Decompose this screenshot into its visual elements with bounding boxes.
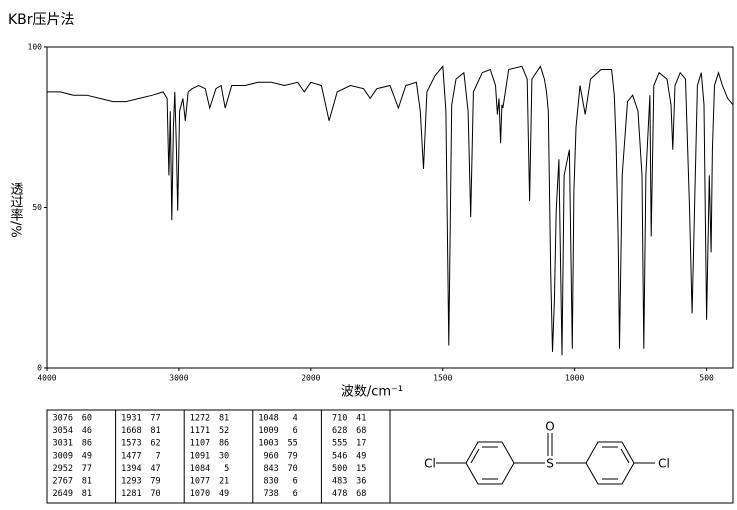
peak-wavenumber: 483: [332, 477, 347, 487]
bond: [620, 448, 630, 464]
peak-wavenumber: 3054: [53, 426, 73, 436]
peak-wavenumber: 1668: [121, 426, 141, 436]
bond: [470, 448, 480, 464]
y-tick-label: 50: [32, 203, 42, 212]
peak-wavenumber: 1107: [190, 439, 210, 449]
peak-wavenumber: 1477: [121, 451, 141, 461]
peak-transmittance: 49: [82, 451, 92, 461]
peak-transmittance: 4: [293, 414, 298, 424]
peak-wavenumber: 1084: [190, 464, 210, 474]
peak-transmittance: 70: [288, 464, 298, 474]
peak-wavenumber: 3076: [53, 414, 73, 424]
peak-transmittance: 81: [82, 489, 92, 499]
peak-transmittance: 47: [150, 464, 160, 474]
peak-transmittance: 7: [155, 451, 160, 461]
peak-wavenumber: 3031: [53, 439, 73, 449]
x-tick-label: 4000: [37, 374, 56, 383]
peak-wavenumber: 738: [263, 489, 278, 499]
peak-wavenumber: 843: [263, 464, 278, 474]
peak-transmittance: 6: [293, 477, 298, 487]
x-tick-label: 1000: [565, 374, 584, 383]
peak-wavenumber: 478: [332, 489, 347, 499]
x-tick-label: 2000: [301, 374, 320, 383]
x-tick-label: 1500: [433, 374, 452, 383]
peak-transmittance: 17: [356, 439, 366, 449]
peak-transmittance: 68: [356, 426, 366, 436]
peak-transmittance: 86: [219, 439, 229, 449]
peak-wavenumber: 1009: [258, 426, 278, 436]
x-tick-label: 3000: [169, 374, 188, 383]
structure: [436, 433, 655, 485]
atom-label: S: [546, 457, 554, 471]
chart-title: KBr压片法: [8, 12, 75, 28]
benzene-ring: [585, 441, 635, 485]
peak-transmittance: 62: [150, 439, 160, 449]
atom-label: Cl: [658, 457, 670, 471]
peak-wavenumber: 1394: [121, 464, 141, 474]
peak-transmittance: 15: [356, 464, 366, 474]
peak-wavenumber: 710: [332, 414, 347, 424]
peak-wavenumber: 3009: [53, 451, 73, 461]
peak-wavenumber: 1272: [190, 414, 210, 424]
peak-wavenumber: 1077: [190, 477, 210, 487]
peak-wavenumber: 2649: [53, 489, 73, 499]
peak-wavenumber: 1003: [258, 439, 278, 449]
y-tick-label: 100: [28, 43, 43, 52]
peak-transmittance: 70: [150, 489, 160, 499]
peak-wavenumber: 500: [332, 464, 347, 474]
peak-transmittance: 68: [356, 489, 366, 499]
peak-wavenumber: 2767: [53, 477, 73, 487]
peak-transmittance: 21: [219, 477, 229, 487]
peak-transmittance: 55: [288, 439, 298, 449]
x-axis-label: 波数/cm⁻¹: [341, 385, 403, 400]
peak-transmittance: 77: [150, 414, 160, 424]
peak-transmittance: 86: [82, 439, 92, 449]
spectrum-line: [47, 65, 734, 356]
peak-transmittance: 41: [356, 414, 366, 424]
peak-wavenumber: 1091: [190, 451, 210, 461]
peak-wavenumber: 546: [332, 451, 347, 461]
peak-wavenumber: 628: [332, 426, 347, 436]
peak-transmittance: 81: [150, 426, 160, 436]
peak-wavenumber: 830: [263, 477, 278, 487]
peak-transmittance: 30: [219, 451, 229, 461]
peak-transmittance: 5: [224, 464, 229, 474]
peak-wavenumber: 1070: [190, 489, 210, 499]
peak-transmittance: 46: [82, 426, 92, 436]
x-tick-label: 500: [699, 374, 714, 383]
peak-transmittance: 6: [293, 426, 298, 436]
peak-wavenumber: 1931: [121, 414, 141, 424]
peak-transmittance: 79: [288, 451, 298, 461]
peak-wavenumber: 1048: [258, 414, 278, 424]
peak-transmittance: 81: [219, 414, 229, 424]
plot-frame: [46, 46, 734, 369]
peak-transmittance: 60: [82, 414, 92, 424]
peak-wavenumber: 2952: [53, 464, 73, 474]
peak-transmittance: 49: [356, 451, 366, 461]
peak-transmittance: 81: [82, 477, 92, 487]
atom-label: O: [545, 420, 554, 434]
peak-wavenumber: 1293: [121, 477, 141, 487]
atom-label: Cl: [424, 457, 436, 471]
peak-transmittance: 77: [82, 464, 92, 474]
peak-transmittance: 6: [293, 489, 298, 499]
peak-transmittance: 49: [219, 489, 229, 499]
peak-wavenumber: 1171: [190, 426, 210, 436]
peak-transmittance: 52: [219, 426, 229, 436]
benzene-ring: [465, 441, 515, 485]
peak-wavenumber: 960: [263, 451, 278, 461]
peak-wavenumber: 1573: [121, 439, 141, 449]
y-tick-label: 0: [37, 364, 42, 373]
peak-transmittance: 36: [356, 477, 366, 487]
peak-wavenumber: 555: [332, 439, 347, 449]
peak-transmittance: 79: [150, 477, 160, 487]
peak-wavenumber: 1281: [121, 489, 141, 499]
y-axis-label: 透过率/%: [8, 182, 24, 238]
